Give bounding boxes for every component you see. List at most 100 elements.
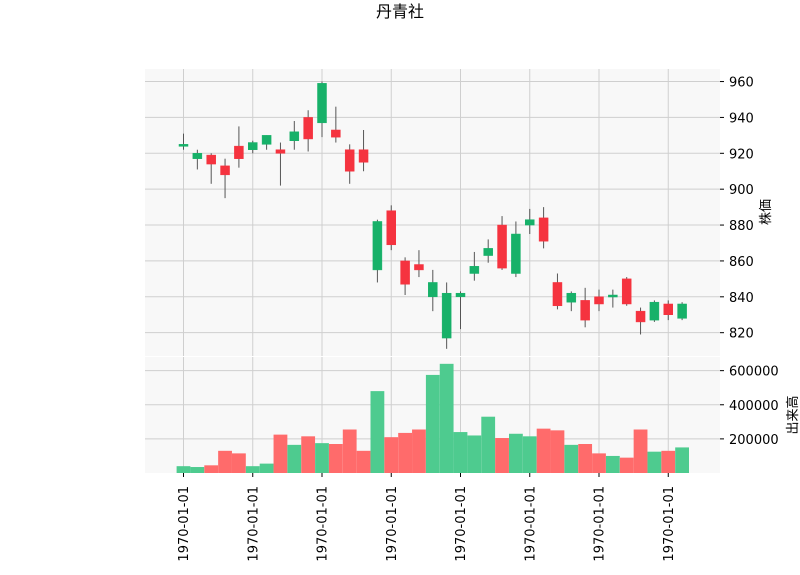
- candle-body-down: [386, 210, 396, 246]
- volume-bar-down: [232, 453, 246, 473]
- candle-body-up: [677, 303, 687, 319]
- volume-bar-up: [605, 455, 620, 473]
- price-tick-label: 920: [729, 147, 754, 162]
- x-tick-label: 1970-01-01: [454, 486, 469, 562]
- volume-bar-up: [287, 444, 302, 473]
- price-tick-label: 940: [729, 111, 754, 126]
- volume-bar-down: [356, 450, 371, 473]
- candle-body-down: [220, 165, 230, 176]
- candle-body-up: [248, 142, 258, 150]
- volume-bar-up: [647, 451, 662, 473]
- volume-bar-up: [245, 466, 260, 473]
- price-axis-label: 株価: [759, 199, 774, 225]
- volume-bar-down: [328, 444, 343, 473]
- volume-bar-down: [592, 453, 606, 473]
- price-tick-label: 900: [729, 183, 754, 198]
- volume-bar-up: [425, 374, 440, 473]
- x-tick-label: 1970-01-01: [523, 486, 538, 562]
- candle-body-up: [483, 248, 493, 256]
- candle-body-down: [275, 149, 286, 154]
- candle-body-down: [206, 154, 216, 165]
- candle-body-up: [455, 292, 466, 298]
- candle-body-up: [649, 301, 660, 321]
- volume-bar-down: [342, 429, 357, 473]
- price-tick-label: 820: [729, 327, 754, 342]
- volume-bar-down: [301, 436, 316, 473]
- x-tick-label: 1970-01-01: [177, 486, 192, 562]
- volume-bar-up: [453, 432, 468, 473]
- volume-bar-down: [619, 457, 634, 473]
- candle-body-up: [566, 292, 577, 303]
- x-tick-label: 1970-01-01: [246, 486, 261, 562]
- candle-body-down: [344, 149, 355, 172]
- volume-bar-up: [439, 363, 454, 473]
- volume-axis-ticks: 200000 400000 600000: [720, 365, 779, 448]
- volume-bar-down: [536, 428, 551, 473]
- volume-bar-down: [412, 429, 426, 473]
- candle-body-up: [289, 131, 300, 141]
- volume-bar-down: [578, 444, 593, 473]
- volume-tick-label: 400000: [729, 399, 779, 414]
- volume-bar-up: [370, 391, 385, 473]
- x-tick-label: 1970-01-01: [593, 486, 608, 562]
- candle-body-up: [372, 221, 383, 271]
- volume-bar-up: [675, 447, 689, 473]
- candle-body-down: [635, 310, 646, 323]
- candle-body-up: [192, 153, 203, 159]
- candle-body-down: [331, 129, 341, 138]
- price-panel: 820 840 860 880 900 920 940 960 株価: [145, 69, 774, 356]
- x-tick-label: 1970-01-01: [385, 486, 400, 562]
- candle-body-up: [261, 135, 272, 145]
- candle-body-up: [511, 233, 521, 274]
- price-tick-label: 880: [729, 219, 754, 234]
- volume-axis-label: 出来高: [785, 395, 800, 434]
- candle-body-up: [178, 144, 189, 147]
- volume-bar-up: [315, 443, 329, 473]
- candle-body-down: [580, 300, 590, 321]
- candle-body-up: [469, 266, 480, 274]
- chart-title: 丹青社: [376, 2, 424, 21]
- volume-tick-label: 200000: [729, 433, 779, 448]
- volume-bar-down: [661, 450, 676, 473]
- price-candles: [178, 81, 687, 349]
- volume-bar-down: [218, 450, 232, 473]
- price-axis-ticks: 820 840 860 880 900 920 940 960: [720, 76, 754, 342]
- volume-panel: 200000 400000 600000 出来高: [145, 357, 800, 473]
- volume-bar-down: [204, 465, 219, 473]
- candle-body-up: [428, 282, 438, 298]
- candle-body-up: [525, 219, 535, 226]
- candle-body-down: [234, 145, 244, 159]
- candle-body-down: [497, 224, 507, 269]
- volume-bar-down: [273, 434, 288, 473]
- volume-bar-up: [509, 433, 523, 473]
- volume-bar-up: [259, 463, 274, 473]
- x-tick-label: 1970-01-01: [662, 486, 677, 562]
- candle-body-up: [441, 292, 452, 339]
- candle-body-down: [400, 260, 410, 285]
- candle-body-down: [621, 278, 632, 305]
- volume-bar-up: [564, 444, 579, 473]
- volume-bars: [176, 363, 689, 473]
- volume-bar-up: [481, 416, 496, 473]
- volume-tick-label: 600000: [729, 365, 779, 380]
- candle-body-down: [358, 149, 369, 163]
- candle-body-down: [303, 117, 313, 140]
- price-tick-label: 960: [729, 76, 754, 91]
- price-tick-label: 860: [729, 255, 754, 270]
- volume-bar-up: [190, 467, 205, 473]
- price-tick-label: 840: [729, 291, 754, 306]
- candle-body-down: [663, 303, 673, 315]
- volume-bar-down: [550, 430, 565, 473]
- candle-body-up: [608, 294, 618, 298]
- volume-bar-up: [467, 435, 482, 473]
- price-panel-background: [145, 69, 720, 356]
- volume-bar-down: [398, 432, 412, 473]
- x-axis-ticks: 1970-01-01 1970-01-01 1970-01-01 1970-01-01…: [177, 473, 677, 562]
- volume-bar-down: [384, 437, 399, 473]
- volume-bar-up: [176, 466, 191, 473]
- volume-bar-up: [522, 436, 537, 473]
- candle-body-down: [538, 217, 549, 242]
- candle-body-down: [594, 296, 604, 305]
- volume-bar-down: [633, 429, 648, 473]
